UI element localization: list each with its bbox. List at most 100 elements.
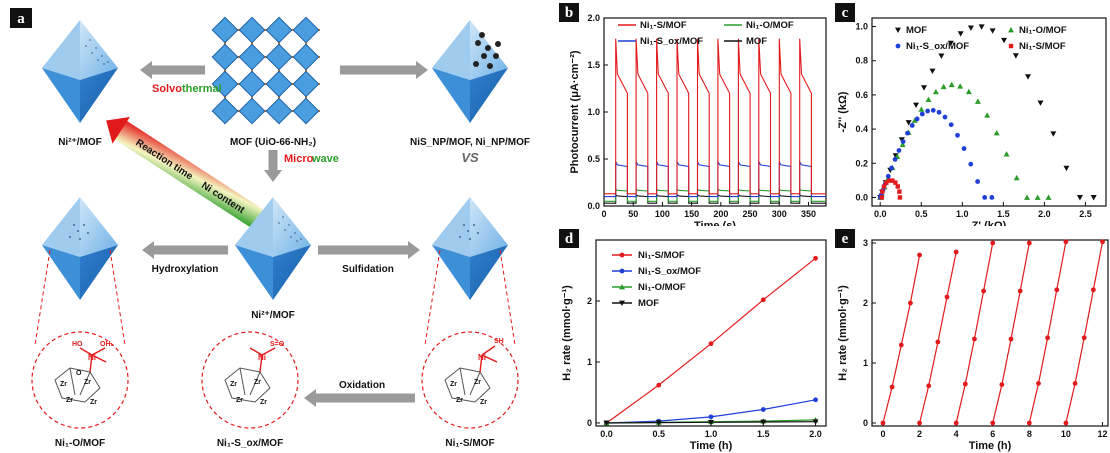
svg-text:Zr: Zr	[474, 379, 481, 386]
x-tick-label: 0.0	[874, 209, 887, 219]
octahedron-np-mof	[432, 20, 508, 123]
data-point	[897, 189, 902, 194]
data-point	[1054, 287, 1060, 293]
panel-badge	[559, 229, 579, 248]
data-point	[1045, 335, 1051, 341]
x-tick-label: 0	[880, 429, 885, 439]
data-point	[890, 178, 895, 183]
solvothermal-part2: thermal	[182, 83, 222, 95]
data-point	[926, 383, 932, 389]
x-tick-label: 6	[990, 429, 995, 439]
data-point	[957, 83, 964, 89]
data-point	[900, 139, 906, 144]
y-tick-label: 0.8	[855, 56, 868, 66]
series-line	[955, 242, 994, 424]
data-point	[948, 122, 954, 128]
legend-marker	[895, 43, 901, 49]
oxidation-label: Oxidation	[339, 380, 385, 391]
panel-label: b	[565, 5, 573, 21]
x-tick-label: 0.5	[915, 209, 928, 219]
data-point	[1024, 194, 1031, 200]
data-point	[1072, 381, 1078, 386]
data-point	[975, 179, 981, 184]
data-point	[1036, 381, 1041, 386]
series-line-Ni₁-S/MOF	[604, 38, 826, 195]
data-point	[812, 419, 819, 425]
data-point	[1050, 131, 1057, 137]
data-point	[974, 98, 981, 104]
svg-text:S=O: S=O	[270, 341, 285, 348]
data-point	[1037, 100, 1044, 106]
data-point	[905, 120, 912, 126]
svg-text:Zr: Zr	[456, 397, 463, 404]
data-point	[917, 252, 922, 258]
svg-text:Zr: Zr	[260, 399, 267, 406]
panel-a-badge	[10, 8, 32, 28]
data-point	[936, 109, 942, 115]
data-point	[655, 420, 662, 426]
mof-lattice-image	[210, 15, 335, 125]
series-line	[882, 254, 921, 424]
data-point	[898, 342, 904, 348]
data-point	[1063, 420, 1069, 426]
chart-eis-nyquist: 0.0 0.5 1.0 1.5 2.0 2.50.00.20.40.60.81.0Z' (…	[835, 3, 1107, 226]
data-point	[918, 106, 925, 112]
x-tick-label: 4	[954, 429, 959, 439]
data-point	[913, 102, 920, 109]
data-point	[892, 156, 898, 162]
data-point	[896, 148, 902, 153]
data-point	[708, 341, 714, 347]
y-tick-label: 1	[863, 358, 868, 368]
y-tick-label: 0.0	[855, 192, 868, 202]
x-axis-label: Z' (kΩ)	[972, 220, 1007, 226]
x-tick-label: 1.0	[705, 429, 718, 439]
y-tick-label: 0.2	[855, 158, 868, 168]
data-point	[1081, 335, 1087, 341]
data-point	[1017, 288, 1023, 294]
series-line-Ni₁-O/MOF	[604, 188, 826, 202]
octahedron-ni2-mid	[235, 197, 311, 300]
series-line-MOF	[604, 193, 826, 204]
svg-text:O: O	[76, 370, 82, 377]
y-axis-label: H₂ rate (mmol·g⁻¹)	[837, 285, 849, 381]
data-point	[1026, 240, 1032, 246]
data-point	[948, 81, 955, 88]
x-tick-label: 0	[601, 209, 606, 219]
x-tick-label: 10	[1061, 429, 1071, 439]
legend-label: MOF	[638, 298, 659, 309]
data-point	[984, 112, 991, 118]
data-point	[895, 184, 901, 189]
data-point	[935, 339, 941, 345]
octahedron-ni1o	[42, 197, 118, 300]
plot-frame	[603, 17, 827, 207]
y-tick-label: 2	[587, 296, 592, 306]
panel-label: d	[565, 231, 574, 247]
data-point	[942, 114, 948, 120]
data-point	[885, 173, 891, 179]
data-point	[968, 161, 974, 167]
data-point	[905, 130, 910, 136]
data-point	[978, 24, 985, 30]
y-tick-label: 0.5	[587, 154, 600, 164]
data-point	[760, 297, 766, 303]
x-tick-label: 300	[772, 209, 787, 219]
data-point	[925, 96, 932, 103]
label-ni1o: Ni₁-O/MOF	[55, 438, 105, 449]
svg-text:OH₂: OH₂	[100, 341, 114, 348]
data-point	[921, 85, 928, 91]
data-point	[893, 180, 898, 185]
svg-text:Zr: Zr	[90, 399, 97, 406]
data-point	[944, 294, 950, 300]
vs-label: VS	[461, 150, 479, 165]
data-point	[603, 420, 610, 426]
zoom-guides	[34, 249, 516, 346]
x-tick-label: 0.0	[600, 429, 613, 439]
data-point	[955, 132, 960, 138]
data-point	[884, 180, 889, 185]
series-line	[1028, 241, 1067, 424]
data-point	[1013, 174, 1020, 181]
y-tick-label: 1	[587, 357, 592, 367]
y-tick-label: 2	[863, 298, 868, 308]
data-point	[1076, 195, 1083, 201]
